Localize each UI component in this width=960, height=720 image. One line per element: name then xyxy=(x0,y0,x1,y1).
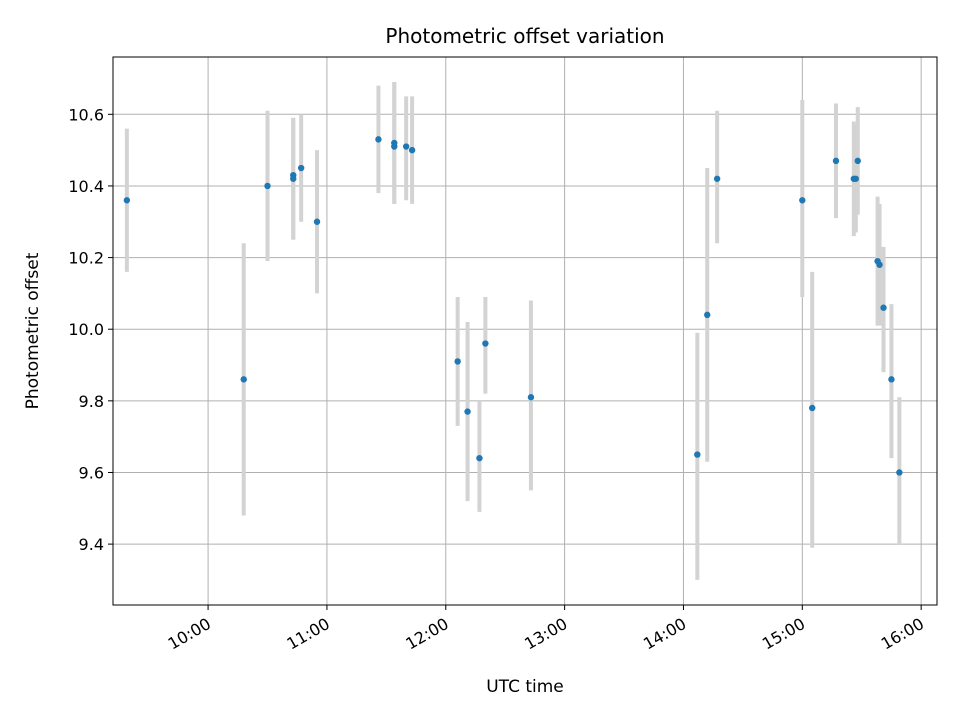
y-tick-label: 10.0 xyxy=(68,320,104,339)
data-point xyxy=(464,408,471,415)
data-point xyxy=(852,175,859,182)
data-point xyxy=(240,376,247,383)
data-point xyxy=(704,311,711,319)
y-tick-label: 10.2 xyxy=(68,249,104,268)
data-point xyxy=(880,304,887,311)
y-tick-label: 9.6 xyxy=(79,463,104,482)
data-point xyxy=(297,164,305,172)
data-point xyxy=(264,182,271,190)
data-point xyxy=(888,376,895,383)
data-point xyxy=(313,218,321,225)
data-points xyxy=(123,136,903,476)
x-tick-label: 15:00 xyxy=(759,614,808,654)
chart-title: Photometric offset variation xyxy=(385,24,664,48)
data-point xyxy=(454,358,461,365)
data-point xyxy=(694,451,701,458)
error-bars xyxy=(124,82,902,580)
data-point xyxy=(876,261,883,268)
y-tick-label: 10.4 xyxy=(68,177,104,196)
data-point xyxy=(402,143,410,150)
axis-ticks: 10:00 11:00 12:00 13:00 14:00 15:00 16:00 9.4 9.… xyxy=(68,105,927,653)
data-point xyxy=(375,136,382,143)
x-tick-label: 12:00 xyxy=(402,614,451,654)
data-point xyxy=(476,454,483,462)
x-axis-label: UTC time xyxy=(486,677,564,697)
y-tick-label: 9.4 xyxy=(79,535,104,554)
data-point xyxy=(713,175,721,182)
data-point xyxy=(799,197,806,204)
y-tick-label: 10.6 xyxy=(68,105,104,124)
x-tick-label: 16:00 xyxy=(878,614,927,654)
data-point xyxy=(482,340,489,347)
data-point xyxy=(391,143,398,150)
data-point xyxy=(854,157,861,165)
plot-frame xyxy=(112,56,938,606)
x-tick-label: 10:00 xyxy=(165,614,214,654)
data-point xyxy=(527,394,535,401)
x-tick-label: 11:00 xyxy=(283,614,332,654)
y-axis-label: Photometric offset xyxy=(23,252,43,409)
y-tick-label: 9.8 xyxy=(79,392,104,411)
data-point xyxy=(290,175,297,182)
x-tick-label: 14:00 xyxy=(640,614,689,654)
x-tick-label: 13:00 xyxy=(521,614,570,654)
data-point xyxy=(896,469,903,476)
data-point xyxy=(123,197,131,204)
data-point xyxy=(408,146,416,154)
data-point xyxy=(832,157,840,165)
data-point xyxy=(809,404,816,412)
